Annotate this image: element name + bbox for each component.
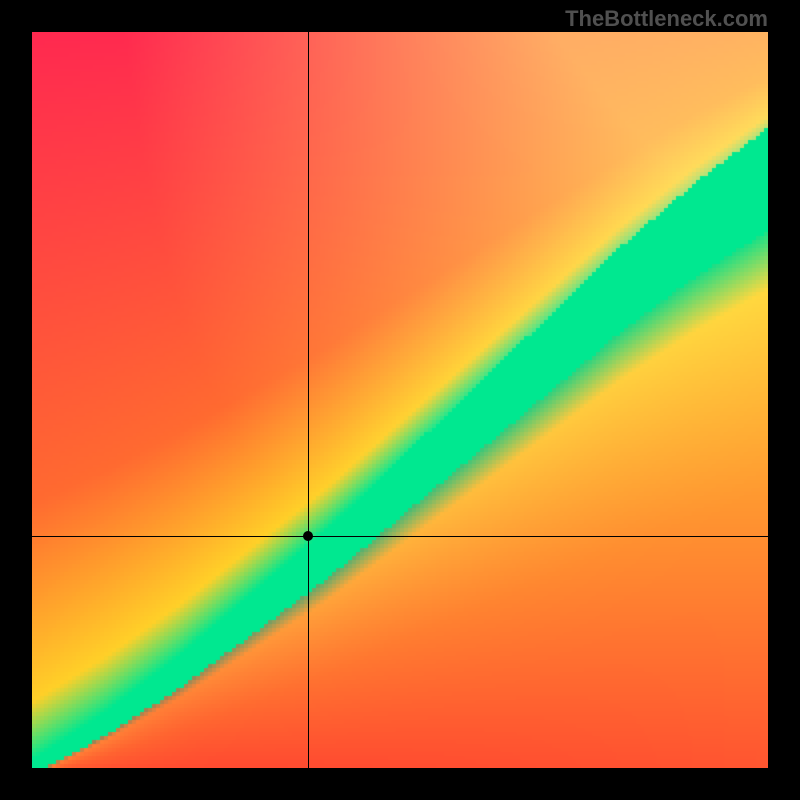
watermark-text: TheBottleneck.com [565, 6, 768, 32]
crosshair-vertical [308, 32, 309, 768]
crosshair-horizontal [32, 536, 768, 537]
heatmap-canvas [32, 32, 768, 768]
heatmap-area [32, 32, 768, 768]
